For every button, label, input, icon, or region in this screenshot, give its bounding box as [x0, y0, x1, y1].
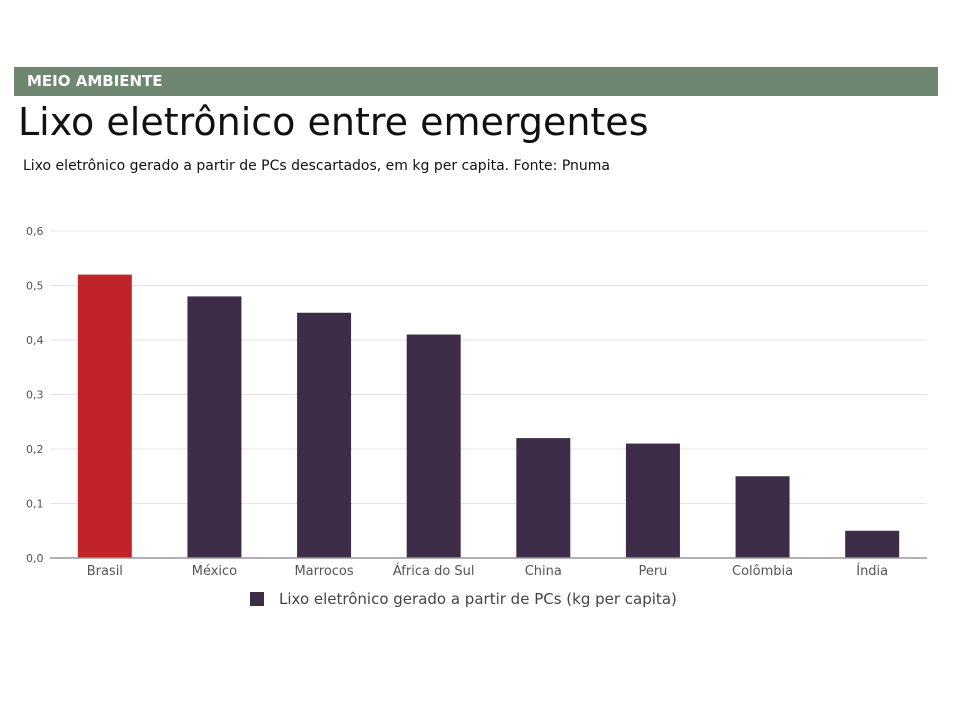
y-tick-label: 0,0	[26, 552, 44, 565]
y-tick-label: 0,4	[26, 334, 44, 347]
bar	[845, 530, 900, 558]
bar	[297, 312, 352, 558]
y-tick-label: 0,2	[26, 443, 44, 456]
x-tick-label: México	[192, 564, 237, 579]
bar	[735, 476, 790, 558]
y-tick-label: 0,3	[26, 389, 44, 402]
x-tick-label: Índia	[856, 563, 888, 579]
y-tick-label: 0,6	[26, 225, 44, 238]
bar	[406, 334, 461, 558]
section-label: MEIO AMBIENTE	[27, 72, 163, 90]
x-tick-label: África do Sul	[393, 563, 475, 579]
y-tick-label: 0,5	[26, 280, 44, 293]
x-tick-label: Brasil	[87, 564, 123, 579]
x-tick-label: Peru	[638, 564, 667, 579]
bar	[77, 274, 132, 558]
chart-title: Lixo eletrônico entre emergentes	[18, 100, 649, 144]
x-tick-label: Colômbia	[732, 564, 793, 579]
x-tick-label: Marrocos	[294, 564, 353, 579]
section-bar: MEIO AMBIENTE	[14, 67, 938, 96]
bar	[516, 438, 571, 558]
bar	[625, 443, 680, 558]
legend-swatch	[250, 592, 264, 606]
legend: Lixo eletrônico gerado a partir de PCs (…	[250, 590, 677, 608]
bar	[187, 296, 242, 558]
x-tick-label: China	[525, 564, 562, 579]
legend-label: Lixo eletrônico gerado a partir de PCs (…	[279, 590, 677, 608]
y-tick-label: 0,1	[26, 498, 44, 511]
chart-subtitle: Lixo eletrônico gerado a partir de PCs d…	[23, 158, 610, 174]
